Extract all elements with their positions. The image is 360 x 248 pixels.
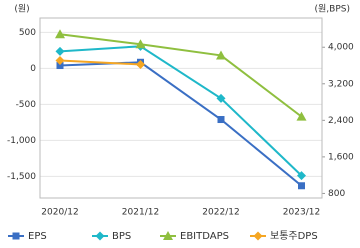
marker [298, 182, 305, 190]
series-line [59, 61, 303, 187]
x-tick-label: 2021/12 [122, 208, 159, 218]
series-line [59, 45, 303, 177]
legend-label: EBITDAPS [180, 231, 229, 242]
marker [135, 39, 146, 49]
marker [56, 62, 64, 70]
x-tick-label: 2023/12 [283, 208, 320, 218]
x-tick-label: 2022/12 [202, 208, 239, 218]
y-tick-label: 500 [19, 28, 36, 38]
marker [55, 46, 65, 56]
y2-tick-label: 1,600 [328, 152, 354, 162]
y2-axis-label: (원,BPS) [315, 4, 350, 15]
legend-label: BPS [112, 231, 131, 242]
series-line [59, 33, 303, 118]
legend-label: EPS [28, 231, 47, 242]
y2-tick-label: 800 [328, 189, 345, 199]
y2-tick-label: 3,200 [328, 79, 354, 89]
marker [217, 116, 225, 124]
y-axis-label: (원) [14, 4, 29, 15]
series-line [59, 59, 141, 66]
legend-marker [95, 231, 105, 241]
y2-tick-label: 2,400 [328, 116, 354, 126]
marker [216, 50, 226, 60]
legend-marker [12, 232, 20, 240]
x-tick-label: 2020/12 [41, 208, 78, 218]
plot-frame [39, 17, 323, 199]
marker [136, 59, 145, 69]
legend-marker [253, 231, 263, 241]
marker [216, 93, 226, 103]
marker [55, 55, 65, 65]
marker [297, 171, 306, 181]
y-tick-label: -500 [16, 100, 37, 110]
y-tick-label: 0 [30, 64, 36, 74]
marker [296, 111, 307, 121]
y-tick-label: -1,000 [7, 136, 36, 146]
legend-marker [163, 231, 173, 240]
marker [55, 29, 65, 39]
y2-tick-label: 4,000 [328, 43, 354, 53]
legend-label: 보통주DPS [270, 230, 318, 242]
y-tick-label: -1,500 [7, 172, 36, 182]
